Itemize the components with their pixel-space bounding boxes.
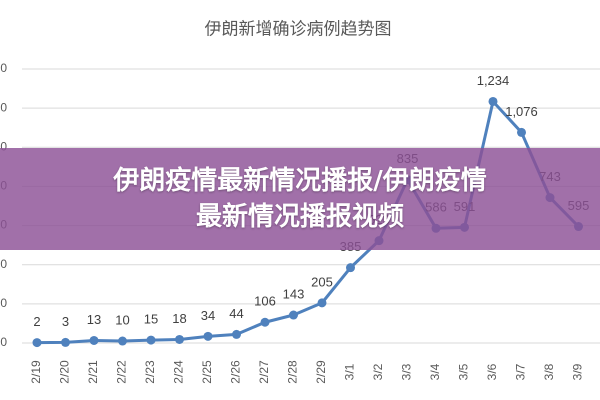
x-tick-label: 3/9 (571, 363, 585, 380)
data-label: 10 (115, 312, 129, 327)
line (36, 99, 580, 345)
point (32, 338, 42, 348)
point (260, 317, 270, 327)
data-label: 13 (87, 312, 101, 327)
banner-line: 伊朗疫情最新情况播报/伊朗疫情 (113, 166, 487, 196)
x-tick-label: 3/1 (343, 363, 357, 380)
x-tick-label: 2/23 (143, 360, 157, 384)
x-tick-label: 3/8 (542, 363, 556, 380)
y-tick-label: 1200 (0, 100, 7, 114)
point (289, 310, 298, 320)
point (146, 335, 156, 345)
banner: 伊朗疫情最新情况播报/伊朗疫情 最新情况播报视频 (0, 148, 600, 250)
x-tick-label: 2/24 (172, 360, 186, 384)
chart-title: 伊朗新增确诊病例趋势图 (205, 19, 392, 38)
x-tick-label: 2/21 (86, 360, 100, 384)
x-tick-label: 2/27 (257, 360, 271, 384)
point (317, 298, 327, 308)
point (89, 335, 99, 345)
x-tick-label: 3/7 (514, 363, 528, 380)
x-tick-label: 2/29 (314, 360, 328, 384)
data-label: 2 (33, 314, 40, 329)
x-tick-label: 3/2 (371, 363, 385, 380)
x-tick-label: 3/4 (428, 363, 442, 380)
data-label: 106 (254, 294, 276, 309)
x-tick-label: 2/25 (200, 360, 214, 384)
data-label: 34 (201, 308, 215, 323)
data-label: 44 (229, 306, 243, 321)
x-tick-label: 3/5 (457, 363, 471, 380)
banner-line: 最新情况播报视频 (195, 202, 404, 232)
point (175, 334, 184, 344)
data-label: 3 (62, 314, 69, 329)
y-tick-label: 1000 (0, 139, 7, 153)
y-tick-label: 1400 (0, 61, 7, 75)
data-label: 15 (144, 312, 158, 327)
x-tick-label: 3/6 (485, 363, 499, 380)
data-label: 1,234 (477, 73, 510, 88)
y-tick-label: 400 (0, 257, 7, 271)
point (118, 336, 127, 346)
point (232, 329, 241, 339)
x-tick-label: 2/20 (58, 360, 72, 384)
data-label: 143 (283, 286, 305, 301)
y-tick-label: 200 (0, 296, 7, 310)
x-tick-label: 2/28 (286, 360, 300, 384)
point (488, 96, 498, 106)
point (517, 127, 526, 137)
point (203, 331, 213, 341)
data-label: 18 (172, 311, 186, 326)
x-tick-label: 3/3 (400, 363, 414, 380)
y-tick-label: 0 (0, 335, 7, 349)
point (346, 263, 355, 273)
x-tick-label: 2/22 (115, 360, 129, 384)
x-tick-label: 2/26 (229, 360, 243, 384)
point (61, 337, 70, 347)
data-label: 205 (311, 274, 333, 289)
x-tick-label: 2/19 (29, 360, 43, 384)
data-label: 1,076 (505, 104, 538, 119)
